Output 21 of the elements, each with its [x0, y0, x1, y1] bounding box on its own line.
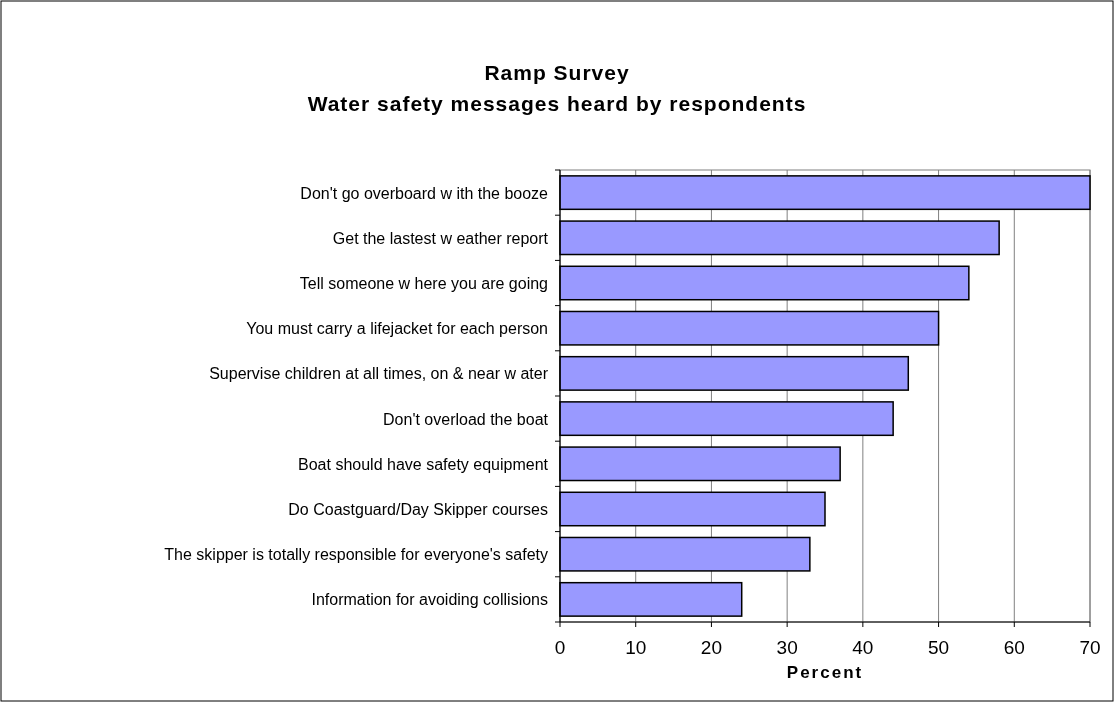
y-tick-label: Don't go overboard w ith the booze	[300, 184, 549, 202]
x-tick-label: 30	[776, 637, 798, 658]
chart-title: Ramp Survey	[484, 61, 630, 84]
y-tick-label: You must carry a lifejacket for each person	[246, 320, 548, 338]
y-tick-label: Don't overload the boat	[383, 410, 549, 428]
x-tick-label: 0	[554, 637, 566, 658]
x-tick-label: 50	[928, 637, 950, 658]
x-tick-label: 10	[625, 637, 647, 658]
y-tick-label: Tell someone w here you are going	[299, 275, 548, 292]
x-axis-title: Percent	[786, 663, 864, 682]
x-tick-label: 40	[852, 637, 874, 658]
x-tick-label: 60	[1003, 637, 1025, 658]
y-tick-label: Boat should have safety equipment	[298, 455, 549, 473]
chart-subtitle: Water safety messages heard by respondents	[307, 92, 807, 115]
y-tick-label: Get the lastest w eather report	[332, 229, 549, 247]
x-tick-label: 70	[1079, 637, 1101, 658]
y-tick-label: Do Coastguard/Day Skipper courses	[288, 501, 548, 518]
y-tick-label: The skipper is totally responsible for everyone's safety	[164, 546, 548, 564]
y-tick-label: Information for avoiding collisions	[311, 591, 548, 609]
x-tick-label: 20	[700, 637, 722, 658]
y-tick-label: Supervise children at all times, on & near w ater	[209, 365, 549, 383]
